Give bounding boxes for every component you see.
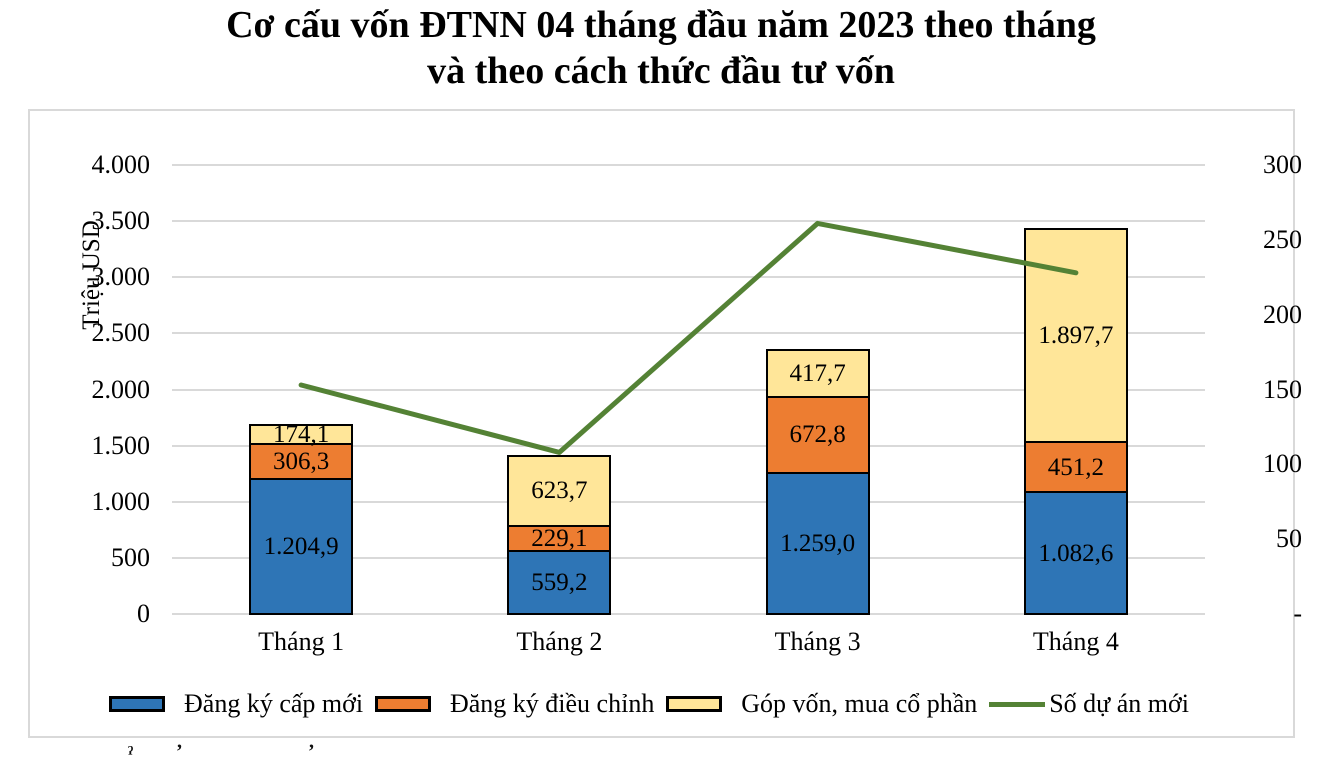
- left-axis-tick-label: 4.000: [91, 150, 151, 179]
- gridline: [172, 276, 1205, 279]
- gridline: [172, 556, 1205, 559]
- gridline: [172, 444, 1205, 447]
- gridline: [172, 164, 1205, 166]
- cropped-text-fragment: ˀ: [128, 743, 134, 765]
- cropped-text-fragment: ʼ: [308, 741, 315, 763]
- gridline: [172, 388, 1205, 391]
- left-axis-tick-label: 2.500: [91, 318, 151, 348]
- right-axis-tick-label: 50: [1276, 524, 1302, 554]
- plot-area: 1.204,9 306,3 174,1 559,2 229,1 623,7 1.259,0 6…: [172, 164, 1205, 615]
- chart-title-line2: và theo cách thức đầu tư vốn: [427, 50, 895, 92]
- left-axis-tick-label: 0: [137, 599, 150, 628]
- bar-segment: 1.204,9: [249, 477, 354, 615]
- x-axis-tick-label: Tháng 3: [774, 627, 861, 656]
- chart-title: Cơ cấu vốn ĐTNN 04 tháng đầu năm 2023 th…: [0, 2, 1322, 94]
- legend-item: Đăng ký cấp mới: [109, 691, 363, 717]
- left-axis-tick-label: 3.000: [91, 262, 151, 292]
- legend-label: Đăng ký cấp mới: [184, 689, 364, 718]
- right-axis-tick-label: 300: [1263, 150, 1302, 179]
- legend-item: Góp vốn, mua cổ phần: [666, 691, 977, 717]
- bar-segment: 1.082,6: [1023, 491, 1128, 615]
- legend-label: Đăng ký điều chỉnh: [449, 689, 655, 718]
- legend-item: Đăng ký điều chỉnh: [374, 689, 655, 718]
- bar-segment: 1.259,0: [765, 471, 870, 615]
- bar-segment: 623,7: [507, 454, 612, 527]
- legend-label: Góp vốn, mua cổ phần: [741, 689, 978, 718]
- bar-segment: 174,1: [249, 421, 354, 449]
- chart-title-line1: Cơ cấu vốn ĐTNN 04 tháng đầu năm 2023 th…: [226, 4, 1096, 46]
- right-axis-tick-label: 100: [1263, 449, 1302, 479]
- cropped-text-fragment: ʼ: [176, 741, 183, 763]
- legend-color-swatch: [109, 696, 165, 712]
- left-axis-tick-label: 2.000: [91, 374, 151, 404]
- gridline: [172, 613, 1205, 615]
- legend-color-swatch: [666, 696, 723, 712]
- bar-value-label: 1.204,9: [263, 532, 339, 560]
- left-axis-tick-label: 1.500: [91, 430, 151, 460]
- right-axis-tick-label: 150: [1263, 374, 1302, 404]
- bar-segment: 229,1: [507, 524, 612, 553]
- legend-label: Số dự án mới: [1049, 689, 1189, 718]
- bar-value-label: 174,1: [273, 421, 330, 449]
- gridline: [172, 220, 1205, 223]
- bar-value-label: 1.259,0: [780, 529, 856, 557]
- bar-value-label: 229,1: [531, 524, 588, 552]
- right-axis-tick-label: 200: [1263, 299, 1302, 329]
- x-axis-tick-label: Tháng 4: [1032, 627, 1119, 656]
- bar-value-label: 559,2: [531, 569, 588, 597]
- bar-value-label: 1.082,6: [1038, 539, 1114, 567]
- left-axis-tick-label: 1.000: [91, 486, 151, 516]
- bar-value-label: 417,7: [789, 360, 846, 388]
- right-axis-tick-label: -: [1293, 599, 1302, 628]
- x-axis-tick-label: Tháng 1: [258, 627, 345, 656]
- legend: Đăng ký cấp mới Đăng ký điều chỉnh Góp vốn…: [109, 690, 1189, 718]
- x-axis-tick-label: Tháng 2: [516, 627, 603, 656]
- gridline: [172, 500, 1205, 503]
- legend-item: Số dự án mới: [989, 691, 1189, 717]
- chart-panel: Triệu USD 1.204,9 306,3 174,1 559,2 229,1 623…: [28, 109, 1302, 738]
- line-series: [298, 220, 1079, 455]
- left-axis-tick-label: 500: [111, 542, 150, 572]
- bar-value-label: 306,3: [273, 448, 330, 476]
- bar-value-label: 1.897,7: [1038, 321, 1114, 349]
- left-axis-tick-label: 3.500: [91, 206, 151, 236]
- legend-color-swatch: [374, 696, 431, 712]
- gridline: [172, 332, 1205, 335]
- bar-segment: 417,7: [765, 349, 870, 399]
- legend-line-swatch: [989, 701, 1046, 707]
- bar-segment: 559,2: [507, 550, 612, 615]
- bar-value-label: 623,7: [531, 477, 588, 505]
- bar-value-label: 672,8: [789, 421, 846, 449]
- bar-value-label: 451,2: [1047, 453, 1104, 481]
- right-axis-tick-label: 250: [1263, 224, 1302, 254]
